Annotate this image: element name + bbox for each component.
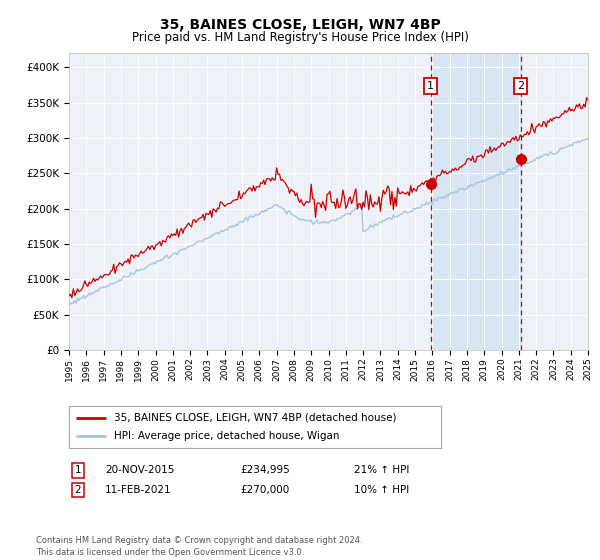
Text: 35, BAINES CLOSE, LEIGH, WN7 4BP: 35, BAINES CLOSE, LEIGH, WN7 4BP	[160, 18, 440, 32]
Text: HPI: Average price, detached house, Wigan: HPI: Average price, detached house, Wiga…	[113, 431, 339, 441]
Text: 21% ↑ HPI: 21% ↑ HPI	[354, 465, 409, 475]
Text: £270,000: £270,000	[240, 485, 289, 495]
Text: 1: 1	[74, 465, 82, 475]
Text: Contains HM Land Registry data © Crown copyright and database right 2024.
This d: Contains HM Land Registry data © Crown c…	[36, 536, 362, 557]
Text: £234,995: £234,995	[240, 465, 290, 475]
Text: 1: 1	[427, 81, 434, 91]
Bar	[431, 53, 521, 350]
Text: 20-NOV-2015: 20-NOV-2015	[105, 465, 175, 475]
Text: 2: 2	[517, 81, 524, 91]
Text: 11-FEB-2021: 11-FEB-2021	[105, 485, 172, 495]
Text: 35, BAINES CLOSE, LEIGH, WN7 4BP (detached house): 35, BAINES CLOSE, LEIGH, WN7 4BP (detach…	[113, 413, 396, 423]
Text: 10% ↑ HPI: 10% ↑ HPI	[354, 485, 409, 495]
Text: Price paid vs. HM Land Registry's House Price Index (HPI): Price paid vs. HM Land Registry's House …	[131, 31, 469, 44]
Text: 2: 2	[74, 485, 82, 495]
